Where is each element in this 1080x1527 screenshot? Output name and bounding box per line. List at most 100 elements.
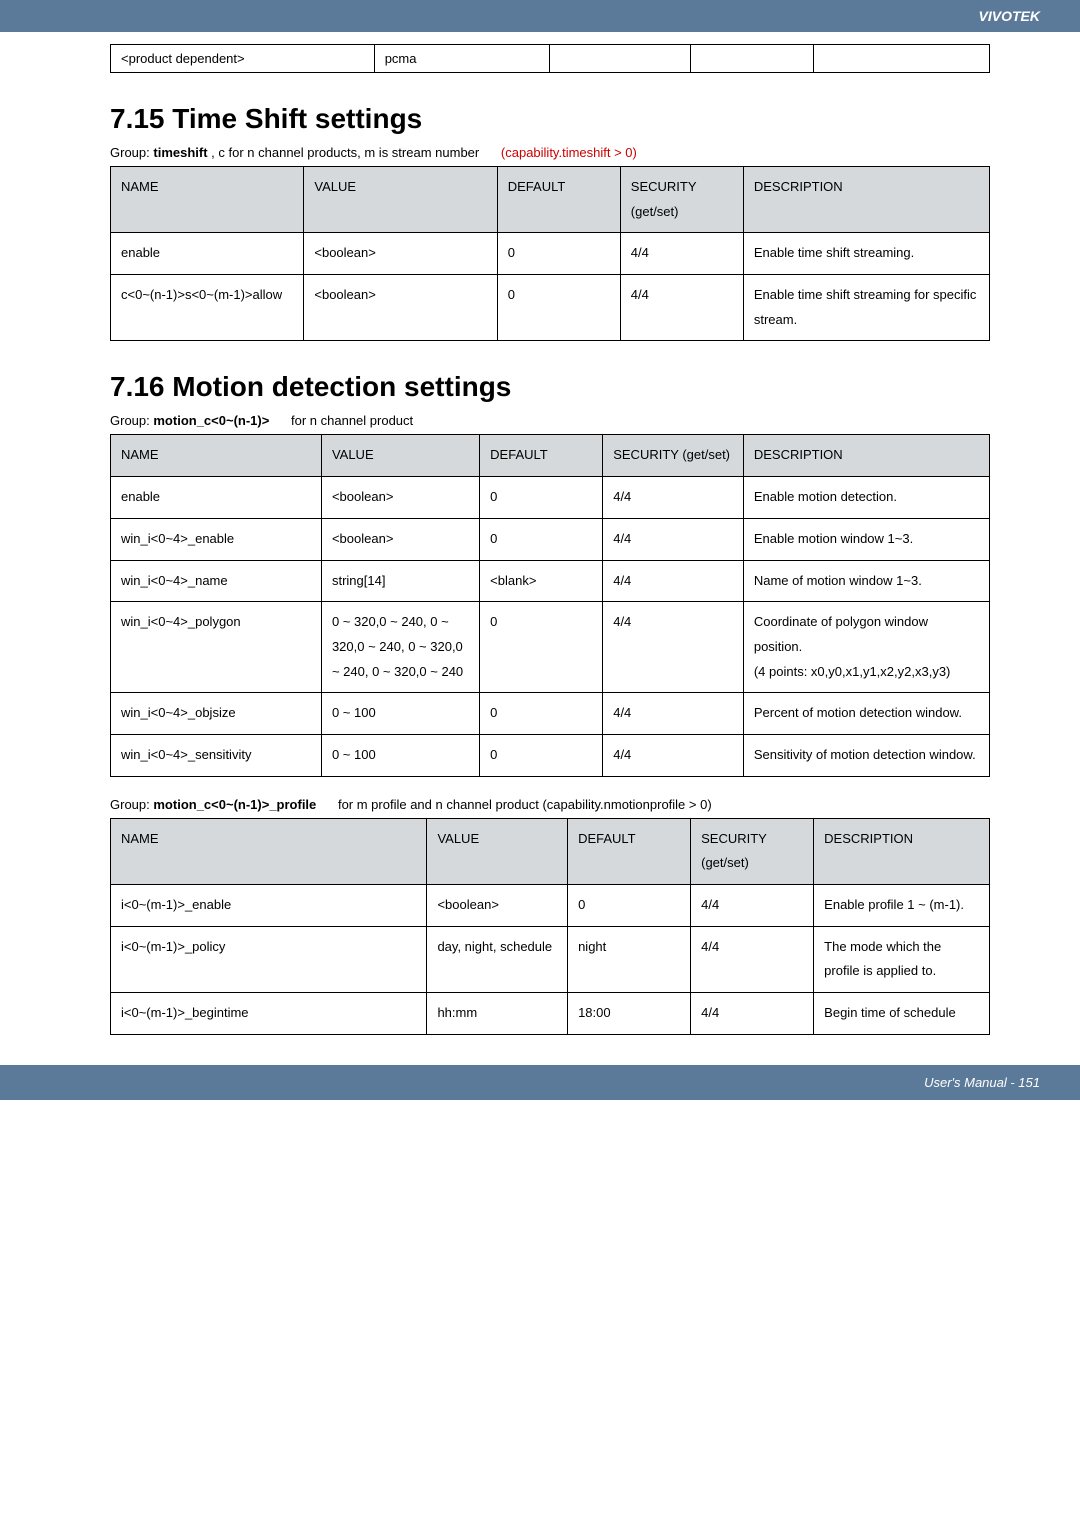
cell: i<0~(m-1)>_policy (111, 926, 427, 992)
footer-text: User's Manual - 151 (924, 1075, 1040, 1090)
cell: 4/4 (603, 477, 744, 519)
col-name: NAME (111, 167, 304, 233)
cell: 0 (497, 233, 620, 275)
cell: 18:00 (568, 993, 691, 1035)
group-name: motion_c<0~(n-1)>_profile (153, 797, 316, 812)
table-row: win_i<0~4>_objsize 0 ~ 100 0 4/4 Percent… (111, 693, 990, 735)
cell: 4/4 (691, 926, 814, 992)
cell: 4/4 (603, 518, 744, 560)
table-header-row: NAME VALUE DEFAULT SECURITY (get/set) DE… (111, 435, 990, 477)
col-value: VALUE (304, 167, 497, 233)
col-name: NAME (111, 435, 322, 477)
cell: 0 (480, 602, 603, 693)
cell: 0 (480, 477, 603, 519)
cell: 0 (497, 275, 620, 341)
header-text: VALUE (314, 179, 356, 194)
cell: 0 (480, 518, 603, 560)
group-note: for m profile and n channel product (cap… (338, 797, 712, 812)
cell: Percent of motion detection window. (743, 693, 989, 735)
brand-text: VIVOTEK (979, 8, 1040, 24)
table-row: win_i<0~4>_polygon 0 ~ 320,0 ~ 240, 0 ~ … (111, 602, 990, 693)
brand-banner: VIVOTEK (0, 0, 1080, 32)
cell: <boolean> (304, 275, 497, 341)
cell: pcma (374, 45, 550, 73)
cell: Coordinate of polygon window position. (… (743, 602, 989, 693)
cell: Enable motion detection. (743, 477, 989, 519)
top-continuation-row: <product dependent> pcma (110, 44, 990, 73)
cell (814, 45, 990, 73)
col-security: SECURITY (get/set) (603, 435, 744, 477)
table-716a: NAME VALUE DEFAULT SECURITY (get/set) DE… (110, 434, 990, 776)
cell: 0 ~ 320,0 ~ 240, 0 ~ 320,0 ~ 240, 0 ~ 32… (321, 602, 479, 693)
group-note: , c for n channel products, m is stream … (211, 145, 479, 160)
cell: 4/4 (603, 560, 744, 602)
cell: 0 (480, 734, 603, 776)
section-716-title: 7.16 Motion detection settings (110, 371, 990, 403)
group-line-716a: Group: motion_c<0~(n-1)> for n channel p… (110, 413, 990, 428)
table-header-row: NAME VALUE DEFAULT SECURITY (get/set) DE… (111, 818, 990, 884)
col-value: VALUE (427, 818, 568, 884)
table-row: i<0~(m-1)>_begintime hh:mm 18:00 4/4 Beg… (111, 993, 990, 1035)
table-row: i<0~(m-1)>_enable <boolean> 0 4/4 Enable… (111, 885, 990, 927)
col-name: NAME (111, 818, 427, 884)
cell: The mode which the profile is applied to… (814, 926, 990, 992)
cell (550, 45, 691, 73)
cell: Enable profile 1 ~ (m-1). (814, 885, 990, 927)
cell (691, 45, 814, 73)
table-row: enable <boolean> 0 4/4 Enable time shift… (111, 233, 990, 275)
table-row: <product dependent> pcma (111, 45, 990, 73)
group-note: for n channel product (291, 413, 413, 428)
cell: 4/4 (620, 233, 743, 275)
cell: i<0~(m-1)>_enable (111, 885, 427, 927)
table-row: i<0~(m-1)>_policy day, night, schedule n… (111, 926, 990, 992)
cell: 4/4 (691, 885, 814, 927)
cell: win_i<0~4>_sensitivity (111, 734, 322, 776)
cell: hh:mm (427, 993, 568, 1035)
col-description: DESCRIPTION (743, 167, 989, 233)
cell: win_i<0~4>_enable (111, 518, 322, 560)
cell: Enable motion window 1~3. (743, 518, 989, 560)
cell: <boolean> (321, 477, 479, 519)
cell: night (568, 926, 691, 992)
cell: <product dependent> (111, 45, 375, 73)
col-default: DEFAULT (568, 818, 691, 884)
cell: 4/4 (620, 275, 743, 341)
cell: <boolean> (304, 233, 497, 275)
header-text: DEFAULT (508, 179, 566, 194)
col-security: SECURITY (get/set) (691, 818, 814, 884)
cell: <blank> (480, 560, 603, 602)
header-text: SECURITY (get/set) (631, 179, 697, 219)
group-name: motion_c<0~(n-1)> (153, 413, 269, 428)
table-715: NAME VALUE DEFAULT SECURITY (get/set) DE… (110, 166, 990, 341)
table-row: win_i<0~4>_sensitivity 0 ~ 100 0 4/4 Sen… (111, 734, 990, 776)
cell: 0 ~ 100 (321, 693, 479, 735)
page-content: <product dependent> pcma 7.15 Time Shift… (0, 44, 1080, 1035)
cell: <boolean> (427, 885, 568, 927)
table-row: enable <boolean> 0 4/4 Enable motion det… (111, 477, 990, 519)
col-default: DEFAULT (480, 435, 603, 477)
cell: 0 (480, 693, 603, 735)
table-row: win_i<0~4>_enable <boolean> 0 4/4 Enable… (111, 518, 990, 560)
cell: 4/4 (603, 602, 744, 693)
cell: 4/4 (691, 993, 814, 1035)
cell: string[14] (321, 560, 479, 602)
cell: enable (111, 233, 304, 275)
footer-bar: User's Manual - 151 (0, 1065, 1080, 1100)
cell: Begin time of schedule (814, 993, 990, 1035)
header-text: DESCRIPTION (754, 179, 843, 194)
group-prefix: Group: (110, 413, 150, 428)
cell: win_i<0~4>_objsize (111, 693, 322, 735)
group-prefix: Group: (110, 797, 150, 812)
cell: win_i<0~4>_polygon (111, 602, 322, 693)
group-name: timeshift (153, 145, 207, 160)
col-description: DESCRIPTION (743, 435, 989, 477)
cell: win_i<0~4>_name (111, 560, 322, 602)
group-prefix: Group: (110, 145, 150, 160)
cell: Enable time shift streaming for specific… (743, 275, 989, 341)
cell: 0 ~ 100 (321, 734, 479, 776)
cell: Enable time shift streaming. (743, 233, 989, 275)
cell: Sensitivity of motion detection window. (743, 734, 989, 776)
cell: i<0~(m-1)>_begintime (111, 993, 427, 1035)
cell: 4/4 (603, 693, 744, 735)
table-row: win_i<0~4>_name string[14] <blank> 4/4 N… (111, 560, 990, 602)
